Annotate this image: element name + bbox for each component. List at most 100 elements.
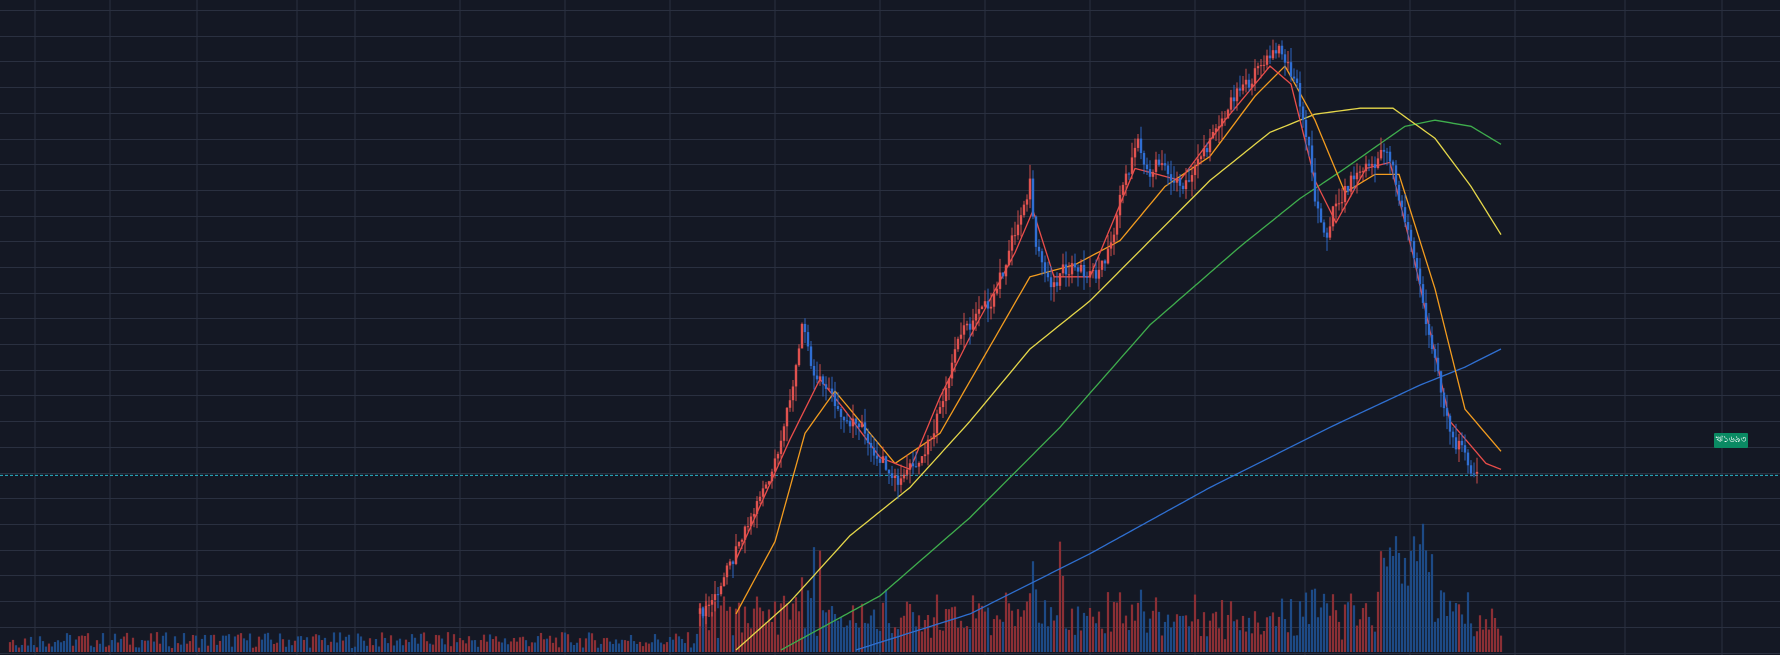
volume-bar: [1028, 593, 1032, 652]
candle-body: [962, 325, 966, 335]
volume-bar: [836, 620, 840, 652]
candle-body: [881, 456, 885, 463]
volume-bar: [107, 645, 111, 652]
volume-bar: [149, 633, 153, 652]
candle-body: [1223, 118, 1227, 120]
volume-bar: [356, 633, 360, 652]
volume-bar: [254, 646, 258, 652]
candle-body: [941, 401, 945, 408]
candle-body: [938, 407, 942, 414]
volume-bar: [1481, 629, 1485, 652]
volume-bar: [1448, 600, 1452, 652]
volume-bar: [113, 633, 117, 652]
volume-bar: [1073, 634, 1077, 652]
volume-bar: [1106, 592, 1110, 652]
volume-bar: [236, 634, 240, 652]
volume-bar: [1247, 617, 1251, 652]
volume-bar: [209, 635, 213, 652]
volume-bar: [767, 609, 771, 652]
volume-bar: [1424, 550, 1428, 652]
volume-bar: [995, 615, 999, 652]
volume-bar: [479, 640, 483, 652]
candle-body: [1292, 76, 1296, 79]
candle-body: [1415, 258, 1419, 269]
volume-bar: [533, 642, 537, 652]
candle-body: [980, 306, 984, 310]
volume-bar: [374, 638, 378, 652]
candle-body: [1424, 302, 1428, 325]
volume-bar: [1298, 601, 1302, 652]
candle-body: [1049, 277, 1053, 288]
candle-body: [1052, 282, 1056, 288]
volume-bar: [860, 603, 864, 652]
volume-bar: [1316, 617, 1320, 652]
volume-bar: [497, 641, 501, 652]
candle-body: [1241, 84, 1245, 91]
candle-body: [710, 600, 714, 605]
volume-bar: [887, 623, 891, 652]
volume-bar: [1256, 622, 1260, 652]
candle-body: [1091, 270, 1095, 272]
volume-bar: [515, 641, 519, 652]
volume-bar: [1463, 623, 1467, 652]
current-price-tag: ঋ১৬৯৩: [1714, 433, 1748, 448]
candle-body: [956, 338, 960, 350]
candle-body: [848, 420, 852, 427]
volume-bar: [686, 632, 690, 652]
candle-body: [1118, 194, 1122, 216]
candle-body: [1022, 204, 1026, 216]
volume-bar: [827, 609, 831, 652]
volume-bar: [1058, 541, 1062, 652]
candle-body: [1160, 163, 1164, 166]
volume-bar: [65, 633, 69, 652]
volume-bar: [227, 634, 231, 652]
volume-bar: [1394, 536, 1398, 652]
volume-bar: [221, 635, 225, 652]
candlesticks: [698, 39, 1479, 627]
volume-bar: [428, 643, 432, 652]
volume-bar: [962, 628, 966, 652]
candle-body: [1373, 163, 1377, 169]
volume-bar: [152, 641, 156, 652]
volume-bar: [491, 639, 495, 652]
volume-bar: [1034, 589, 1038, 652]
volume-bar: [1187, 626, 1191, 652]
volume-bar: [1094, 623, 1098, 652]
volume-bar: [263, 633, 267, 652]
volume-bar: [26, 645, 30, 652]
candle-body: [1442, 392, 1446, 409]
volume-bar: [494, 636, 498, 652]
volume-bar: [1364, 603, 1368, 652]
candle-body: [947, 378, 951, 389]
volume-bar: [80, 635, 84, 652]
volume-bar: [440, 638, 444, 652]
volume-bar: [857, 627, 861, 652]
volume-bar: [797, 611, 801, 652]
candle-body: [1115, 215, 1119, 235]
candle-body: [929, 438, 933, 440]
volume-bar: [833, 614, 837, 652]
volume-bar: [50, 646, 54, 652]
volume-bar: [485, 641, 489, 652]
candle-body: [1238, 88, 1242, 91]
volume-bar: [701, 606, 705, 652]
candle-body: [1475, 471, 1479, 474]
candle-body: [923, 454, 927, 457]
candle-body: [1307, 136, 1311, 146]
candle-body: [1439, 371, 1443, 393]
volume-bar: [740, 632, 744, 652]
volume-bar: [584, 638, 588, 652]
candle-body: [1328, 226, 1332, 238]
volume-bar: [1100, 628, 1104, 652]
volume-bar: [308, 647, 312, 652]
volume-bar: [1304, 592, 1308, 652]
volume-bar: [1046, 626, 1050, 652]
candle-body: [773, 458, 777, 472]
volume-bar: [854, 622, 858, 652]
volume-bar: [47, 643, 51, 652]
volume-bar: [182, 633, 186, 652]
candle-body: [1043, 262, 1047, 273]
candle-body: [902, 474, 906, 479]
